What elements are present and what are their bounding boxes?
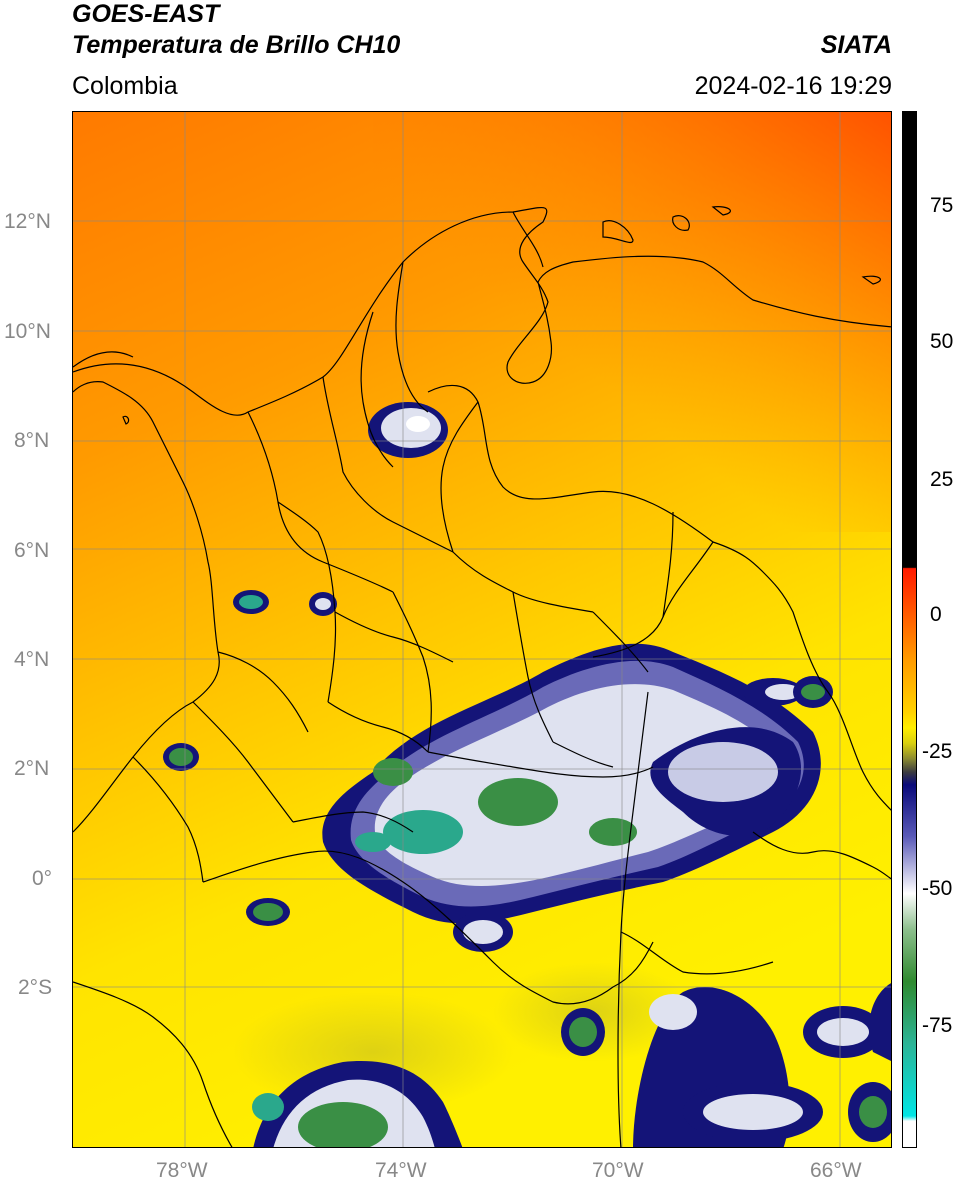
region-label: Colombia bbox=[72, 72, 178, 100]
colorbar-label: -25 bbox=[922, 740, 953, 763]
brightness-temperature-map bbox=[73, 112, 891, 1147]
convective-cloud-complex bbox=[322, 643, 821, 924]
cloud-cell bbox=[169, 748, 193, 766]
cold-top bbox=[383, 810, 463, 854]
lon-tick-label: 78°W bbox=[156, 1159, 208, 1182]
cold-top bbox=[355, 832, 391, 852]
colorbar-label: 25 bbox=[930, 468, 954, 491]
gridlines bbox=[73, 112, 891, 1147]
lat-tick-label: 4°N bbox=[14, 648, 50, 671]
cloud-cell bbox=[801, 684, 825, 700]
datetime-label: 2024-02-16 19:29 bbox=[694, 72, 892, 100]
colorbar-label: -50 bbox=[922, 877, 953, 900]
coastlines-and-borders bbox=[73, 206, 891, 1147]
lat-tick-label: 2°N bbox=[14, 757, 50, 780]
northern-cloud bbox=[368, 402, 448, 458]
lon-tick-label: 66°W bbox=[810, 1159, 862, 1182]
cold-top bbox=[373, 758, 413, 786]
cloud-cell bbox=[253, 903, 283, 921]
lon-tick-label: 70°W bbox=[592, 1159, 644, 1182]
colorbar-label: 75 bbox=[930, 194, 954, 217]
agency-label: SIATA bbox=[820, 31, 892, 59]
colorbar-label: -75 bbox=[922, 1014, 953, 1037]
lat-tick-label: 8°N bbox=[14, 429, 50, 452]
satellite-title: GOES-EAST bbox=[72, 0, 220, 28]
lat-tick-label: 10°N bbox=[4, 320, 51, 343]
warm-region-northeast bbox=[373, 112, 891, 532]
lat-tick-label: 6°N bbox=[14, 539, 50, 562]
eastern-cloud-complex bbox=[650, 678, 803, 836]
cloud-cell bbox=[239, 595, 263, 609]
colorbar-label: 0 bbox=[930, 603, 942, 626]
lat-tick-label: 12°N bbox=[4, 210, 51, 233]
colorbar-scale bbox=[903, 112, 916, 1147]
southern-cloud-complex bbox=[252, 983, 891, 1147]
lat-tick-label: 0° bbox=[32, 867, 53, 890]
lat-tick-label: 2°S bbox=[18, 976, 53, 999]
temperature-colorbar bbox=[902, 111, 917, 1148]
cloud-cell bbox=[315, 598, 331, 610]
lon-tick-label: 74°W bbox=[375, 1159, 427, 1182]
satellite-map bbox=[72, 111, 892, 1148]
cold-top bbox=[478, 778, 558, 826]
product-title: Temperatura de Brillo CH10 bbox=[72, 31, 401, 59]
cloud-cell bbox=[463, 920, 503, 944]
cold-top bbox=[589, 818, 637, 846]
colorbar-label: 50 bbox=[930, 330, 954, 353]
